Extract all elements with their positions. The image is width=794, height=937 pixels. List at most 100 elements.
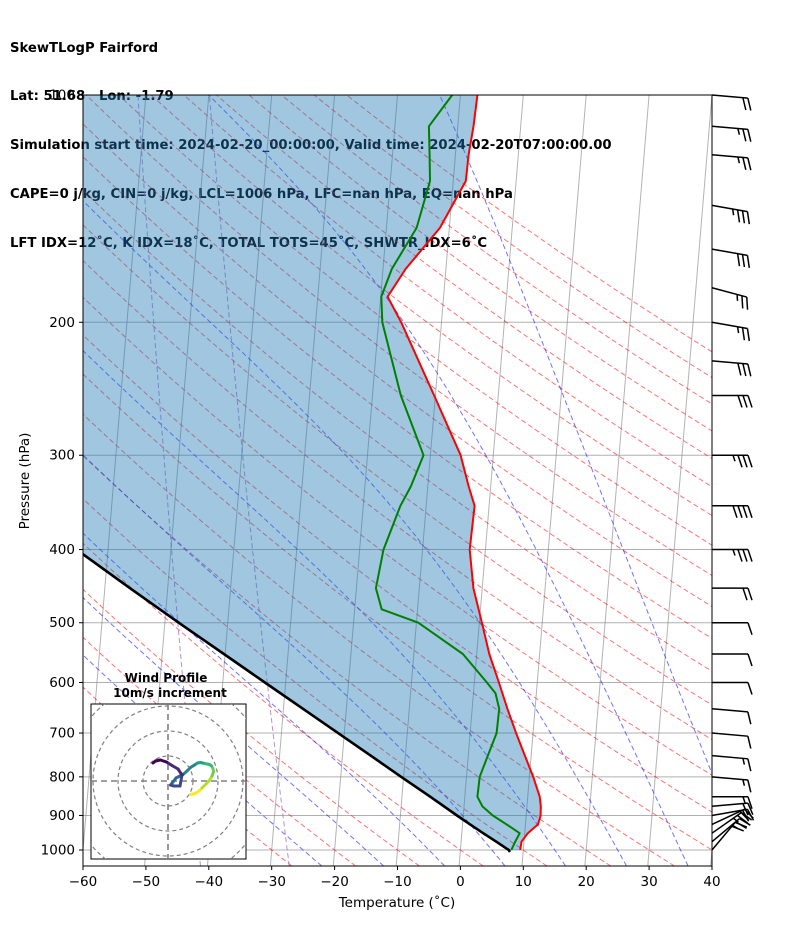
barb-flag (747, 758, 752, 772)
y-axis: 1000 900 800 700 600 500 400 300 200 100 (41, 88, 83, 859)
barb-flag (742, 157, 747, 170)
barb-flag (747, 796, 753, 809)
y-axis-label: Pressure (hPa) (17, 433, 33, 530)
barb-flag (742, 549, 748, 562)
barb-flag (747, 97, 752, 111)
barb-flag (737, 395, 743, 408)
wind-barb (711, 776, 752, 793)
barb-flag (747, 779, 752, 793)
dry-adiabat (83, 224, 712, 706)
dry-adiabat (83, 259, 712, 741)
barb-staff (711, 154, 748, 159)
dry-adiabat (83, 296, 712, 776)
barb-flag (741, 809, 750, 822)
x-tick-label: 40 (703, 874, 720, 890)
moist-adiabat (83, 349, 566, 866)
barb-half-flag (737, 156, 741, 164)
barb-half-flag (742, 779, 746, 786)
dry-adiabat (83, 455, 612, 866)
barb-staff (711, 811, 742, 834)
x-tick-label: −60 (69, 874, 98, 890)
barb-flag (742, 505, 748, 519)
y-tick-label: 300 (49, 448, 75, 464)
chart-title: SkewTLogP Fairford (10, 40, 159, 56)
dewpoint-line (374, 95, 521, 851)
wind-barb (711, 125, 752, 142)
wind-barb (711, 204, 751, 225)
barb-half-flag (737, 128, 741, 135)
x-tick-label: 0 (456, 874, 465, 890)
x-tick-label: 30 (641, 874, 658, 890)
wind-barb (711, 94, 752, 111)
wind-barb (711, 248, 751, 268)
chart-header: SkewTLogP Fairford Lat: 51.68 Lon: -1.79… (10, 8, 612, 269)
cin-shading (83, 95, 541, 850)
barb-flag (746, 211, 751, 225)
barb-flag (742, 587, 748, 601)
y-tick-label: 600 (49, 675, 75, 691)
x-tick-label: −50 (132, 874, 161, 890)
dry-adiabat (216, 95, 712, 460)
wind-barb (711, 321, 751, 342)
barb-staff (711, 732, 748, 737)
barb-flag (742, 454, 748, 468)
barb-flag (742, 97, 747, 111)
barb-half-flag (732, 817, 739, 823)
x-tick-label: −20 (320, 874, 349, 890)
y-tick-label: 900 (49, 808, 75, 824)
parcel-indices-line: CAPE=0 j/kg, CIN=0 j/kg, LCL=1006 hPa, L… (10, 187, 513, 203)
barb-staff (711, 754, 748, 760)
isotherm (521, 95, 587, 866)
barb-flag (732, 505, 738, 519)
x-axis: −60 −50 −40 −30 −20 −10 0 10 20 30 40 (69, 866, 721, 890)
dry-adiabat (83, 123, 712, 608)
barb-flag (747, 587, 753, 601)
dry-adiabat (83, 189, 712, 672)
barb-flag (737, 505, 743, 519)
dry-adiabat (83, 542, 484, 866)
background-lines (83, 95, 712, 866)
barb-flag (742, 128, 747, 142)
wind-barb (712, 653, 753, 667)
barb-flag (747, 129, 752, 142)
wind-barb (712, 505, 753, 519)
barb-staff (711, 94, 748, 99)
barb-flag (736, 814, 749, 824)
moist-adiabat (83, 532, 445, 866)
x-tick-label: −40 (195, 874, 224, 890)
location-line: Lat: 51.68 Lon: -1.79 (10, 89, 174, 105)
barb-staff (711, 287, 747, 298)
barb-flag (747, 549, 753, 562)
hodograph: Wind Profile 10m/s increment (90, 671, 247, 860)
isotherm (458, 95, 524, 866)
x-tick-label: −10 (383, 874, 412, 890)
barb-flag (747, 505, 753, 519)
wind-barb (712, 795, 753, 809)
dry-adiabat (83, 588, 420, 866)
hodograph-trace (151, 758, 215, 796)
barb-staff (711, 204, 748, 213)
wind-barb (712, 621, 753, 635)
y-tick-label: 1000 (41, 843, 75, 859)
barb-flag (747, 682, 753, 695)
barb-staff (711, 125, 748, 131)
barb-flag (742, 363, 747, 377)
barb-staff (711, 808, 745, 826)
y-tick-label: 700 (49, 726, 75, 742)
dry-adiabat (183, 95, 712, 488)
barb-flag (747, 736, 752, 749)
time-line: Simulation start time: 2024-02-20_00:00:… (10, 138, 612, 154)
barb-flag (741, 254, 746, 268)
y-tick-label: 500 (49, 615, 75, 631)
dry-adiabat (85, 95, 712, 577)
x-axis-label: Temperature (˚C) (338, 894, 456, 911)
barb-flag (737, 454, 743, 468)
wind-barb (711, 754, 752, 772)
barb-flag (747, 622, 753, 635)
barb-staff (711, 248, 748, 257)
barb-half-flag (736, 326, 740, 334)
barb-flag (747, 157, 752, 171)
barb-half-flag (742, 758, 746, 765)
barb-flag (741, 327, 746, 341)
barb-flag (741, 295, 744, 309)
